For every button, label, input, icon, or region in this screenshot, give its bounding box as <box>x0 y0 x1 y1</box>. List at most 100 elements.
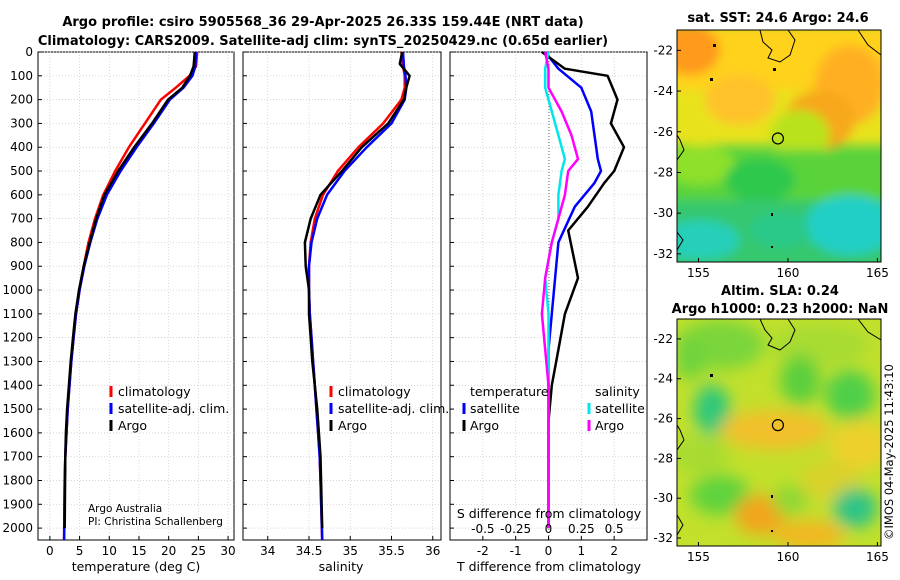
x-tick-label: 35.5 <box>378 544 405 558</box>
map-y-tick-label: -30 <box>653 491 673 505</box>
y-tick-label: 1500 <box>2 402 33 416</box>
difference-legend: temperature salinity satellite Argo sate… <box>462 384 645 433</box>
temperature-legend: climatology satellite-adj. clim. Argo <box>109 384 229 433</box>
x-tick-label: 1 <box>578 544 586 558</box>
y-tick-label: 700 <box>10 212 33 226</box>
y-tick-label: 1400 <box>2 378 33 392</box>
s-tick-label: -0.5 <box>471 522 494 536</box>
sst-map-frame <box>676 29 882 263</box>
x-tick-label: 25 <box>191 544 206 558</box>
x-tick-label: 35 <box>343 544 358 558</box>
y-tick-label: 1300 <box>2 354 33 368</box>
x-tick-label: 34.5 <box>296 544 323 558</box>
s-tick-label: 0 <box>545 522 553 536</box>
sla-map-title-line1: Altim. SLA: 0.24 <box>721 284 839 299</box>
legend-sal-satellite-label: satellite <box>595 401 645 416</box>
sst-argo-location-marker <box>771 132 785 145</box>
series-line-argo <box>63 51 197 529</box>
y-tick-label: 600 <box>10 188 33 202</box>
legend-salinity-heading: salinity <box>595 384 640 399</box>
sst-map-field <box>677 30 881 262</box>
y-tick-label: 0 <box>25 45 33 59</box>
x-tick-label: 30 <box>220 544 235 558</box>
x-tick-label: 10 <box>102 544 117 558</box>
y-tick-label: 800 <box>10 235 33 249</box>
map-y-tick-label: -32 <box>653 247 673 261</box>
legend-climatology-label: climatology <box>118 384 191 399</box>
x-tick-label: 20 <box>161 544 176 558</box>
map-x-tick-label: 155 <box>687 266 710 280</box>
x-tick-label: 5 <box>76 544 84 558</box>
x-tick-label: 15 <box>131 544 146 558</box>
map-x-tick-label: 160 <box>776 266 799 280</box>
y-tick-label: 1100 <box>2 307 33 321</box>
legend-satellite-label: satellite-adj. clim. <box>118 401 229 416</box>
y-tick-label: 2000 <box>2 521 33 535</box>
legend-temp-argo-label: Argo <box>470 418 499 433</box>
y-tick-label: 400 <box>10 140 33 154</box>
salinity-legend: climatology satellite-adj. clim. Argo <box>329 384 449 433</box>
map-y-tick-label: -32 <box>653 531 673 545</box>
y-tick-label: 1000 <box>2 283 33 297</box>
legend-satellite-label: satellite-adj. clim. <box>338 401 449 416</box>
y-tick-label: 1900 <box>2 497 33 511</box>
y-tick-label: 500 <box>10 164 33 178</box>
sst-map-panel: sat. SST: 24.6 Argo: 24.6 <box>653 11 889 280</box>
legend-argo-label: Argo <box>118 418 147 433</box>
x-tick-label: 0 <box>545 544 553 558</box>
y-tick-label: 100 <box>10 69 33 83</box>
legend-temp-satellite-label: satellite <box>470 401 520 416</box>
temperature-axes-frame <box>37 51 235 541</box>
map-y-tick-label: -22 <box>653 332 673 346</box>
y-tick-label: 300 <box>10 116 33 130</box>
map-y-tick-label: -26 <box>653 125 673 139</box>
y-tick-label: 900 <box>10 259 33 273</box>
sla-map-title-line2: Argo h1000: 0.23 h2000: NaN <box>672 302 889 317</box>
difference-panel: -2 -1 0 1 2 temperature salinity satellite A… <box>449 50 648 574</box>
sla-argo-location-marker <box>771 419 785 432</box>
s-tick-label: 0.5 <box>605 522 624 536</box>
temperature-x-label: temperature (deg C) <box>72 559 201 574</box>
legend-argo-label: Argo <box>338 418 367 433</box>
temperature-panel: 0 5 10 15 20 25 30 0 100 200 300 400 500 600 700 800 90… <box>2 45 235 574</box>
map-y-tick-label: -30 <box>653 206 673 220</box>
y-tick-label: 1600 <box>2 426 33 440</box>
x-tick-label: 2 <box>610 544 618 558</box>
sla-map-field <box>677 319 881 546</box>
y-tick-label: 1200 <box>2 331 33 345</box>
credit-line2: PI: Christina Schallenberg <box>88 516 223 528</box>
map-y-tick-label: -26 <box>653 412 673 426</box>
legend-climatology-label: climatology <box>338 384 411 399</box>
s-tick-label: -0.25 <box>500 522 531 536</box>
legend-temperature-heading: temperature <box>470 384 549 399</box>
map-y-tick-label: -22 <box>653 43 673 57</box>
map-x-tick-label: 165 <box>866 550 889 564</box>
map-y-tick-label: -24 <box>653 84 673 98</box>
credit-line1: Argo Australia <box>88 503 162 515</box>
x-tick-label: -1 <box>510 544 522 558</box>
map-x-tick-label: 165 <box>866 266 889 280</box>
salinity-axes-frame <box>242 51 442 541</box>
imos-timestamp: ©IMOS 04-May-2025 11:43:10 <box>882 364 896 540</box>
t-difference-label: T difference from climatology <box>456 559 642 574</box>
sla-map-panel: Altim. SLA: 0.24 Argo h1000: 0.23 h2000:… <box>653 284 889 564</box>
map-y-tick-label: -24 <box>653 372 673 386</box>
x-tick-label: 0 <box>46 544 54 558</box>
map-x-tick-label: 155 <box>687 550 710 564</box>
s-difference-label: S difference from climatology <box>457 506 642 521</box>
x-tick-label: 34 <box>260 544 275 558</box>
map-y-tick-label: -28 <box>653 451 673 465</box>
figure-title-line2: Climatology: CARS2009. Satellite-adj cli… <box>38 34 608 49</box>
sst-map-title: sat. SST: 24.6 Argo: 24.6 <box>687 11 868 26</box>
s-tick-label: 0.25 <box>568 522 595 536</box>
series-line-argo <box>303 51 411 529</box>
y-tick-label: 1700 <box>2 450 33 464</box>
y-tick-label: 1800 <box>2 473 33 487</box>
figure-title-line1: Argo profile: csiro 5905568_36 29-Apr-20… <box>62 15 583 30</box>
salinity-x-label: salinity <box>319 559 364 574</box>
salinity-panel: 34 34.5 35 35.5 36 salinity climatology sate… <box>242 51 449 574</box>
sla-map-frame <box>676 318 882 547</box>
map-y-tick-label: -28 <box>653 165 673 179</box>
series-line-salinity-argo <box>540 51 580 529</box>
